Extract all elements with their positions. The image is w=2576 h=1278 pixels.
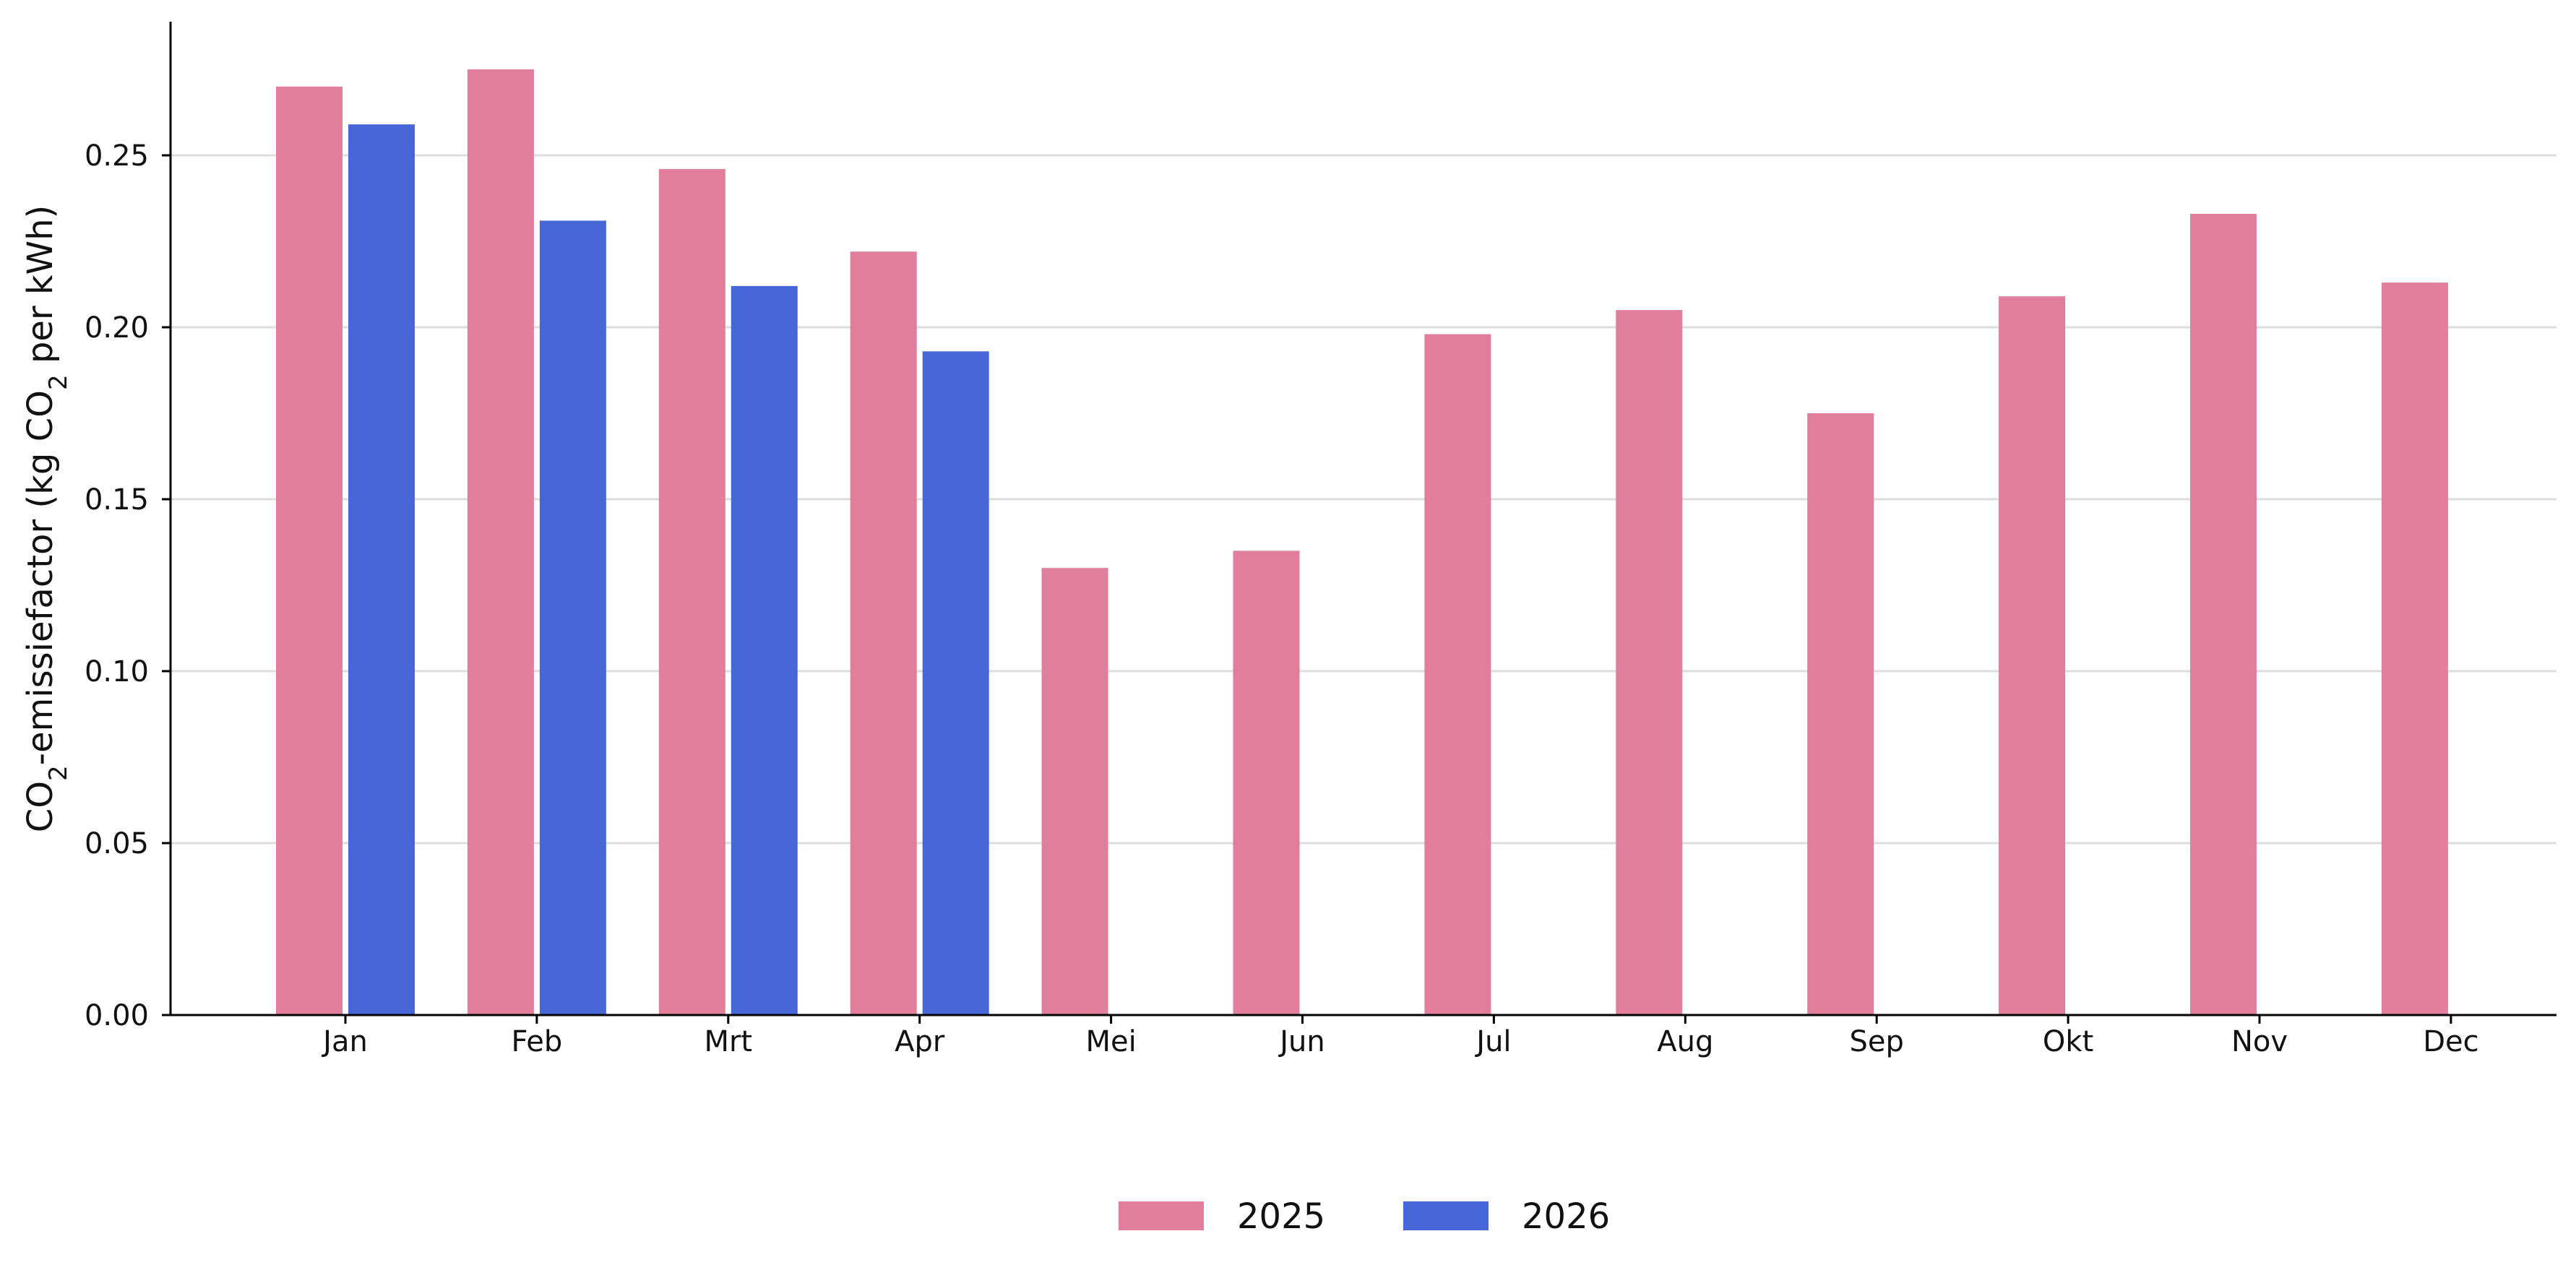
y-tick-label: 0.10 xyxy=(85,655,149,688)
bar-2025-sep xyxy=(1807,413,1874,1015)
bar-2025-jul xyxy=(1424,334,1491,1015)
bar-2025-nov xyxy=(2190,213,2257,1015)
legend-swatch-2025 xyxy=(1119,1201,1204,1230)
x-tick-label: Nov xyxy=(2231,1025,2288,1058)
x-ticks: Jan Feb Mrt Apr Mei Jun Jul Aug Sep Okt Nov Dec xyxy=(321,1015,2479,1058)
x-tick-label: Jan xyxy=(321,1025,368,1058)
y-tick-label: 0.00 xyxy=(85,999,149,1032)
bar-2025-jun xyxy=(1233,551,1300,1015)
x-tick-label: Jul xyxy=(1474,1025,1511,1058)
bar-2025-mei xyxy=(1041,568,1108,1015)
bar-2025-okt xyxy=(1999,296,2066,1015)
bars xyxy=(276,69,2448,1016)
y-ticks: 0.00 0.05 0.10 0.15 0.20 0.25 xyxy=(85,139,171,1032)
bar-2026-mrt xyxy=(731,285,798,1015)
y-tick-label: 0.05 xyxy=(85,827,149,860)
axes xyxy=(169,22,2556,1016)
legend-swatch-2026 xyxy=(1403,1201,1489,1230)
y-tick-label: 0.20 xyxy=(85,311,149,345)
bar-2025-apr xyxy=(850,251,917,1015)
x-tick-label: Dec xyxy=(2423,1025,2478,1058)
y-axis-label: CO2-emissiefactor (kg CO2 per kWh) xyxy=(20,205,73,833)
bar-2025-feb xyxy=(467,69,534,1015)
bar-2025-mrt xyxy=(658,169,725,1015)
x-tick-label: Feb xyxy=(511,1025,562,1058)
x-tick-label: Mei xyxy=(1085,1025,1136,1058)
x-tick-label: Aug xyxy=(1657,1025,1713,1058)
x-tick-label: Jun xyxy=(1278,1025,1325,1058)
bar-2026-feb xyxy=(539,220,606,1016)
x-tick-label: Mrt xyxy=(704,1025,752,1058)
legend-label-2025: 2025 xyxy=(1237,1196,1325,1237)
legend-label-2026: 2026 xyxy=(1522,1196,1610,1237)
bar-2025-jan xyxy=(276,86,343,1015)
x-tick-label: Sep xyxy=(1850,1025,1904,1058)
x-tick-label: Apr xyxy=(895,1025,945,1058)
y-tick-label: 0.25 xyxy=(85,139,149,173)
bar-2025-aug xyxy=(1616,310,1683,1015)
legend: 2025 2026 xyxy=(1119,1196,1610,1237)
bar-2026-jan xyxy=(348,124,415,1015)
bar-2026-apr xyxy=(922,351,989,1015)
y-tick-label: 0.15 xyxy=(85,483,149,517)
bar-2025-dec xyxy=(2381,282,2448,1015)
x-tick-label: Okt xyxy=(2043,1025,2093,1058)
